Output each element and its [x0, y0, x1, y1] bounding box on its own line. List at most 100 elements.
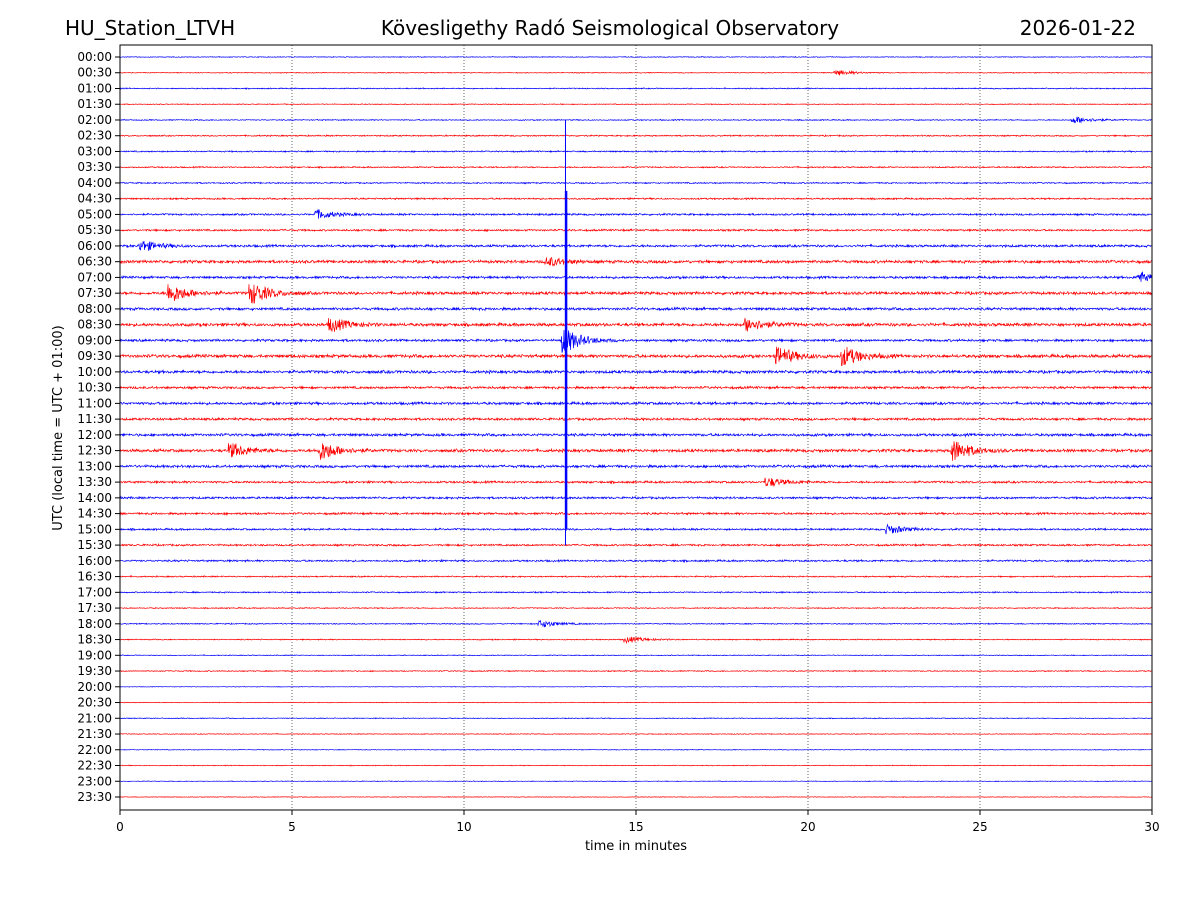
trace-1300 [119, 463, 1152, 470]
y-tick-label: 14:00 [77, 491, 112, 505]
trace-2100 [119, 717, 1152, 720]
trace-2000 [119, 686, 1152, 688]
x-tick-label: 30 [1144, 820, 1159, 834]
x-tick-label: 15 [628, 820, 643, 834]
x-tick-label: 5 [288, 820, 296, 834]
y-tick-label: 20:30 [77, 696, 112, 710]
y-tick-label: 06:00 [77, 239, 112, 253]
trace-2330 [119, 796, 1152, 798]
trace-0830 [119, 317, 1152, 332]
y-tick-label: 09:30 [77, 349, 112, 363]
y-tick-label: 21:30 [77, 727, 112, 741]
trace-2200 [120, 748, 1152, 751]
y-tick-label: 04:30 [77, 192, 112, 206]
y-tick-label: 12:00 [77, 428, 112, 442]
trace-0200 [119, 116, 1152, 124]
trace-0630 [119, 257, 1152, 267]
y-tick-label: 17:00 [77, 585, 112, 599]
trace-0100 [119, 87, 1152, 90]
station-name: HU_Station_LTVH [65, 16, 235, 40]
y-tick-label: 10:30 [77, 381, 112, 395]
y-tick-label: 01:30 [77, 97, 112, 111]
y-tick-label: 22:30 [77, 759, 112, 773]
y-tick-label: 10:00 [77, 365, 112, 379]
trace-2300 [119, 780, 1152, 783]
trace-1930 [119, 669, 1152, 673]
y-tick-label: 02:30 [77, 129, 112, 143]
trace-1900 [119, 654, 1152, 657]
y-tick-label: 19:00 [77, 648, 112, 662]
y-tick-label: 00:00 [77, 50, 112, 64]
trace-0230 [119, 134, 1152, 138]
y-tick-label: 19:30 [77, 664, 112, 678]
y-tick-label: 08:30 [77, 318, 112, 332]
trace-0500 [119, 209, 1152, 219]
trace-1000 [119, 368, 1152, 375]
y-tick-label: 12:30 [77, 444, 112, 458]
trace-1530 [119, 542, 1152, 548]
y-tick-label: 23:00 [77, 774, 112, 788]
y-tick-label: 16:00 [77, 554, 112, 568]
trace-1130 [119, 416, 1152, 422]
y-tick-label: 02:00 [77, 113, 112, 127]
y-tick-label: 21:00 [77, 711, 112, 725]
chart-title: Kövesligethy Radó Seismological Observat… [381, 16, 839, 40]
y-tick-label: 11:00 [77, 396, 112, 410]
trace-1600 [119, 558, 1152, 564]
trace-2030 [120, 701, 1152, 704]
y-tick-label: 03:30 [77, 160, 112, 174]
y-tick-label: 05:30 [77, 223, 112, 237]
y-tick-label: 17:30 [77, 601, 112, 615]
y-tick-label: 20:00 [77, 680, 112, 694]
trace-1230 [119, 441, 1152, 461]
trace-1830 [120, 636, 1152, 645]
x-axis-label: time in minutes [585, 839, 687, 854]
trace-1730 [119, 606, 1152, 610]
trace-0800 [119, 306, 1152, 312]
y-tick-label: 13:00 [77, 459, 112, 473]
y-tick-label: 15:00 [77, 522, 112, 536]
trace-0430 [119, 196, 1152, 201]
trace-0400 [119, 181, 1152, 185]
trace-0930 [119, 346, 1152, 367]
trace-1030 [119, 385, 1152, 391]
trace-0030 [119, 70, 1152, 76]
y-axis-label: UTC (local time = UTC + 01:00) [51, 325, 66, 530]
trace-1630 [119, 574, 1152, 579]
y-tick-label: 00:30 [77, 66, 112, 80]
trace-0600 [119, 240, 1152, 251]
trace-1200 [119, 432, 1152, 438]
y-tick-label: 06:30 [77, 255, 112, 269]
trace-1800 [119, 619, 1152, 628]
y-tick-label: 07:00 [77, 270, 112, 284]
y-tick-label: 18:00 [77, 617, 112, 631]
trace-0130 [120, 103, 1152, 106]
x-tick-label: 25 [972, 820, 987, 834]
y-tick-label: 15:30 [77, 538, 112, 552]
trace-0530 [119, 227, 1152, 233]
y-tick-label: 23:30 [77, 790, 112, 804]
trace-1700 [119, 590, 1152, 594]
trace-1330 [119, 477, 1152, 488]
y-tick-label: 11:30 [77, 412, 112, 426]
x-tick-label: 10 [456, 820, 471, 834]
trace-2230 [119, 764, 1152, 767]
trace-2130 [119, 732, 1152, 736]
y-tick-label: 22:00 [77, 743, 112, 757]
trace-1430 [119, 511, 1152, 516]
x-tick-label: 0 [116, 820, 124, 834]
trace-0000 [119, 55, 1152, 58]
x-tick-label: 20 [800, 820, 815, 834]
y-tick-label: 07:30 [77, 286, 112, 300]
y-tick-label: 05:00 [77, 207, 112, 221]
trace-0900 [119, 329, 1152, 353]
trace-0730 [119, 284, 1152, 304]
y-tick-label: 04:00 [77, 176, 112, 190]
y-tick-label: 16:30 [77, 570, 112, 584]
y-tick-label: 18:30 [77, 633, 112, 647]
trace-1100 [119, 400, 1152, 407]
y-tick-label: 13:30 [77, 475, 112, 489]
trace-1500 [119, 523, 1152, 535]
chart-date: 2026-01-22 [1020, 16, 1136, 40]
